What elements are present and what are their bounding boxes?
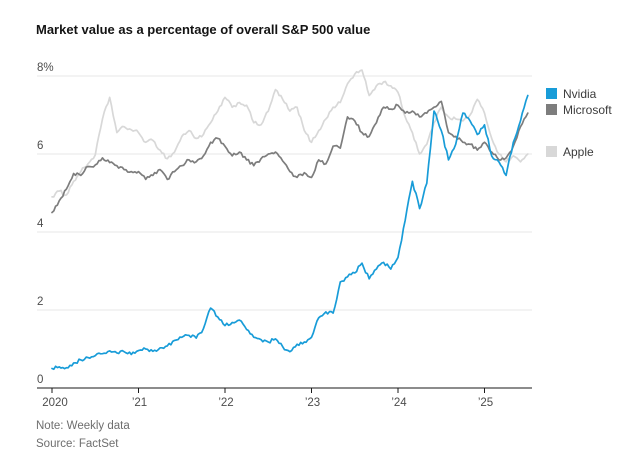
legend-swatch-microsoft <box>546 104 557 115</box>
y-tick-label: 0 <box>37 374 43 386</box>
legend-label-nvidia: Nvidia <box>563 86 597 101</box>
legend-label-apple: Apple <box>563 144 594 159</box>
legend-item-nvidia: Nvidia <box>546 86 597 101</box>
x-tick-label: ’22 <box>218 397 233 409</box>
x-tick-label: ’24 <box>391 397 407 409</box>
x-tick-label: 2020 <box>42 397 68 409</box>
legend-swatch-nvidia <box>546 88 557 99</box>
y-tick-label: 2 <box>37 296 43 308</box>
chart-title: Market value as a percentage of overall … <box>36 22 371 37</box>
y-tick-label: 6 <box>37 140 43 152</box>
legend-swatch-apple <box>546 146 557 157</box>
x-tick-label: ’25 <box>478 397 493 409</box>
legend-item-apple: Apple <box>546 144 594 159</box>
y-tick-label: 8% <box>37 62 54 74</box>
series-line-nvidia <box>51 94 529 371</box>
note-text: Note: Weekly data <box>36 420 130 432</box>
source-text: Source: FactSet <box>36 438 119 450</box>
series-line-apple <box>51 69 529 198</box>
x-tick-label: ’23 <box>305 397 320 409</box>
x-tick-label: ’21 <box>132 397 147 409</box>
series-line-microsoft <box>51 100 529 214</box>
legend-item-microsoft: Microsoft <box>546 102 612 117</box>
legend-label-microsoft: Microsoft <box>563 102 612 117</box>
y-tick-label: 4 <box>37 218 44 230</box>
